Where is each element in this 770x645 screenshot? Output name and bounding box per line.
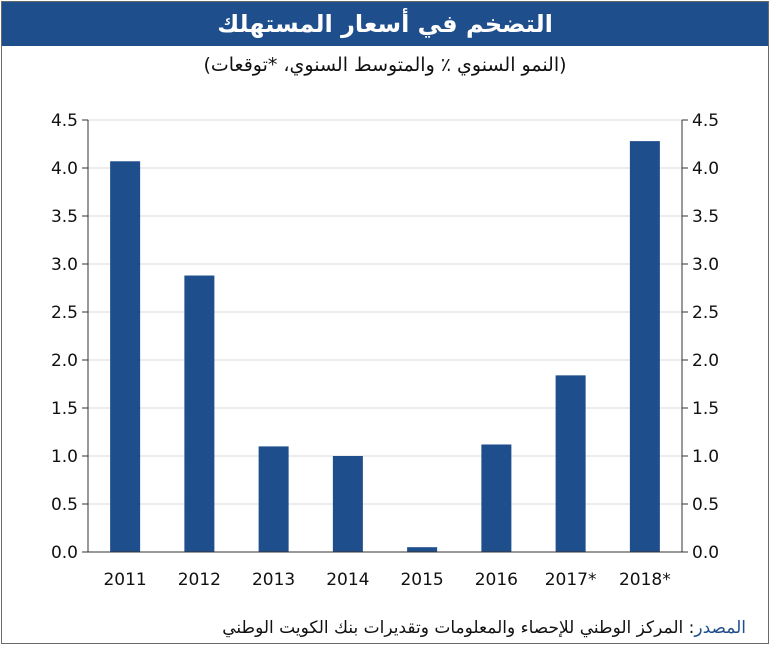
x-tick-label: 2012 [178, 570, 221, 590]
axes [82, 119, 688, 553]
bar-2018-forecast [629, 141, 660, 552]
y-tick-label-right: 1.0 [692, 447, 719, 467]
y-tick-label-left: 1.0 [51, 447, 78, 467]
y-tick-label-right: 4.0 [692, 159, 719, 179]
bar-2017-forecast [555, 375, 586, 552]
x-tick-label: 2018* [619, 570, 671, 590]
chart-title: التضخم في أسعار المستهلك [2, 2, 768, 46]
y-tick-label-right: 0.5 [692, 495, 719, 515]
y-tick-label-right: 3.0 [692, 255, 719, 275]
bar-2014 [332, 456, 363, 552]
y-axis-left-labels: 0.0 0.5 1.0 1.5 2.0 2.5 3.0 3.5 4.0 4.5 [51, 111, 78, 563]
y-tick-label-left: 4.0 [51, 159, 78, 179]
y-tick-label-left: 1.5 [51, 399, 78, 419]
gridlines [88, 119, 682, 505]
y-tick-label-left: 3.0 [51, 255, 78, 275]
y-axis-right-labels: 0.0 0.5 1.0 1.5 2.0 2.5 3.0 3.5 4.0 4.5 [692, 111, 719, 563]
x-tick-label: 2015 [400, 570, 443, 590]
y-tick-label-right: 2.0 [692, 351, 719, 371]
bar-2012 [184, 275, 215, 552]
x-tick-label: 2014 [326, 570, 369, 590]
y-tick-label-right: 4.5 [692, 111, 719, 131]
y-tick-label-right: 0.0 [692, 543, 719, 563]
chart-subtitle: (النمو السنوي ٪ والمتوسط السنوي، *توقعات… [203, 54, 567, 76]
source-text: : المركز الوطني للإحصاء والمعلومات وتقدي… [222, 618, 695, 638]
y-tick-label-right: 2.5 [692, 303, 719, 323]
x-tick-label: 2017* [545, 570, 597, 590]
y-tick-label-right: 1.5 [692, 399, 719, 419]
y-tick-label-left: 3.5 [51, 207, 78, 227]
y-tick-label-left: 0.0 [51, 543, 78, 563]
bar-2013 [258, 446, 289, 552]
bar-2015 [407, 547, 438, 552]
bars [110, 141, 660, 552]
x-tick-label: 2016 [475, 570, 518, 590]
y-tick-label-left: 0.5 [51, 495, 78, 515]
y-tick-label-left: 2.5 [51, 303, 78, 323]
x-tick-label: 2013 [252, 570, 295, 590]
y-tick-label-right: 3.5 [692, 207, 719, 227]
y-tick-label-left: 2.0 [51, 351, 78, 371]
source-note: المصدر: المركز الوطني للإحصاء والمعلومات… [222, 618, 746, 638]
bar-2011 [110, 161, 141, 552]
y-tick-label-left: 4.5 [51, 111, 78, 131]
source-label: المصدر [694, 618, 746, 638]
x-axis-labels: 2011 2012 2013 2014 2015 2016 2017* 2018* [103, 570, 670, 590]
bar-2016 [481, 444, 512, 552]
x-tick-label: 2011 [103, 570, 146, 590]
